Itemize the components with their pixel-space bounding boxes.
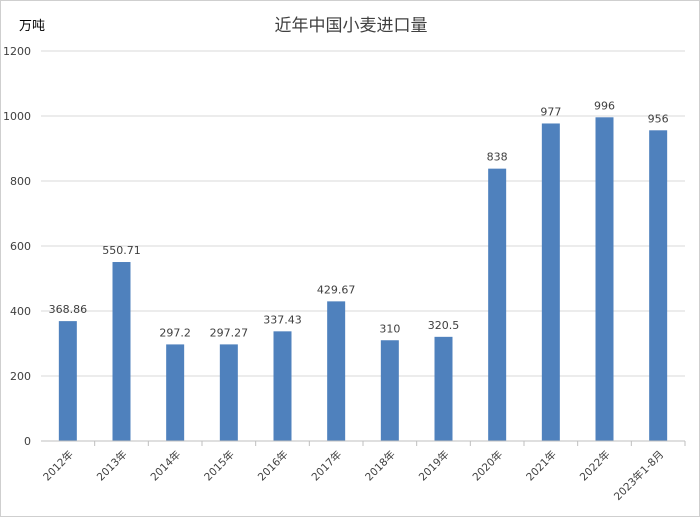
- x-tick-label: 2013年: [94, 448, 130, 484]
- bar: [327, 301, 346, 441]
- bar: [380, 340, 399, 441]
- y-tick-label: 1200: [3, 45, 31, 58]
- data-label: 368.86: [49, 303, 88, 316]
- bar: [219, 344, 238, 441]
- bar: [273, 331, 292, 441]
- bars: [58, 117, 668, 442]
- x-tick-label: 2020年: [470, 448, 506, 484]
- y-tick-label: 1000: [3, 110, 31, 123]
- y-tick-label: 800: [10, 175, 31, 188]
- data-label: 996: [594, 99, 615, 112]
- data-label: 320.5: [428, 319, 460, 332]
- y-tick-label: 0: [24, 435, 31, 448]
- y-tick-label: 200: [10, 370, 31, 383]
- data-label: 310: [379, 322, 400, 335]
- x-tick-label: 2015年: [201, 448, 237, 484]
- data-label: 337.43: [263, 313, 302, 326]
- x-tick-label: 2021年: [523, 448, 559, 484]
- bar: [541, 123, 560, 441]
- bar: [58, 321, 77, 441]
- bar: [166, 344, 185, 441]
- x-tick-label: 2016年: [255, 448, 291, 484]
- data-label: 297.2: [159, 326, 191, 339]
- bar: [488, 168, 507, 441]
- bar: [649, 130, 668, 442]
- gridlines: [41, 50, 685, 442]
- data-label: 550.71: [102, 244, 141, 257]
- x-tick-label: 2019年: [416, 448, 452, 484]
- data-label: 977: [540, 105, 561, 118]
- bar: [595, 117, 614, 442]
- x-tick-label: 2012年: [40, 448, 76, 484]
- y-tick-label: 400: [10, 305, 31, 318]
- y-axis: 0 200 400 600 800 1000 1200: [3, 45, 31, 448]
- chart-title: 近年中国小麦进口量: [275, 16, 428, 36]
- data-label: 297.27: [210, 326, 249, 339]
- data-labels: 368.86 550.71 297.2 297.27 337.43 429.67 310 32…: [49, 99, 669, 339]
- bar: [112, 262, 131, 441]
- x-tick-label: 2017年: [309, 448, 345, 484]
- data-label: 429.67: [317, 283, 356, 296]
- bar: [434, 336, 453, 441]
- x-tick-label: 2018年: [362, 448, 398, 484]
- y-axis-unit-label: 万吨: [19, 19, 45, 34]
- data-label: 838: [487, 151, 508, 164]
- y-tick-label: 600: [10, 240, 31, 253]
- x-tick-label: 2023年1-8月: [611, 448, 666, 503]
- x-axis: 2012年 2013年 2014年 2015年 2016年 2017年 2018年 2019年…: [40, 440, 686, 503]
- x-tick-label: 2022年: [577, 448, 613, 484]
- x-tick-label: 2014年: [148, 448, 184, 484]
- data-label: 956: [648, 112, 669, 125]
